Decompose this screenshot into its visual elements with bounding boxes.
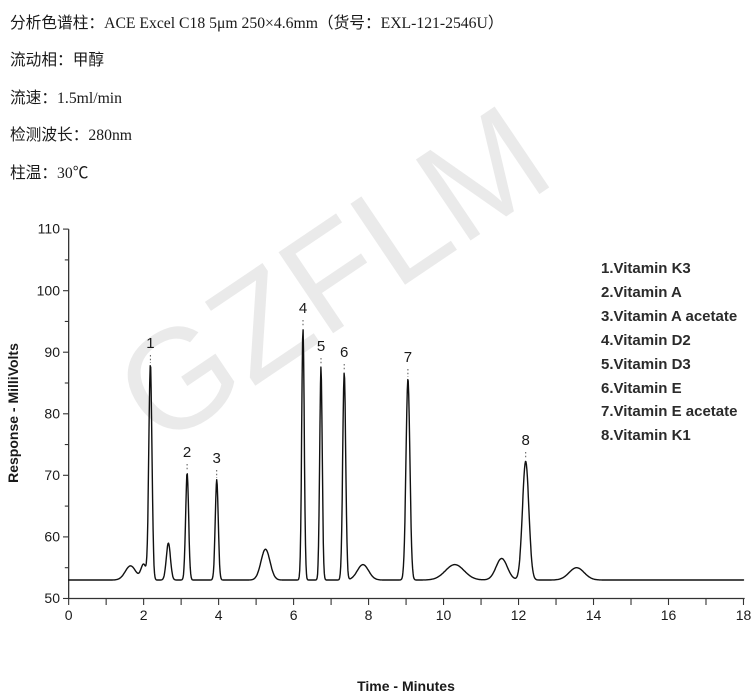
svg-text:16: 16 [661,607,677,623]
svg-text:80: 80 [44,405,60,421]
svg-text:8: 8 [522,432,530,449]
svg-text:18: 18 [736,607,752,623]
svg-text:Time - Minutes: Time - Minutes [357,678,455,694]
svg-text:6: 6 [290,607,298,623]
svg-text:4: 4 [215,607,223,623]
svg-text:3: 3 [213,450,221,467]
svg-text:Response - MilliVolts: Response - MilliVolts [5,343,21,483]
svg-text:5: 5 [317,338,325,355]
svg-text:50: 50 [44,590,60,606]
svg-text:90: 90 [44,344,60,360]
svg-text:8: 8 [365,607,373,623]
svg-text:110: 110 [38,221,61,237]
svg-text:70: 70 [44,467,60,483]
svg-text:10: 10 [436,607,452,623]
svg-text:100: 100 [37,282,61,298]
svg-text:6: 6 [340,344,348,361]
svg-text:2: 2 [140,607,148,623]
svg-text:14: 14 [586,607,602,623]
svg-text:7: 7 [404,349,412,366]
svg-text:12: 12 [511,607,527,623]
svg-text:2: 2 [183,444,191,461]
svg-text:0: 0 [65,607,73,623]
svg-text:4: 4 [299,300,307,317]
svg-text:1: 1 [146,335,154,352]
svg-text:60: 60 [44,529,60,545]
